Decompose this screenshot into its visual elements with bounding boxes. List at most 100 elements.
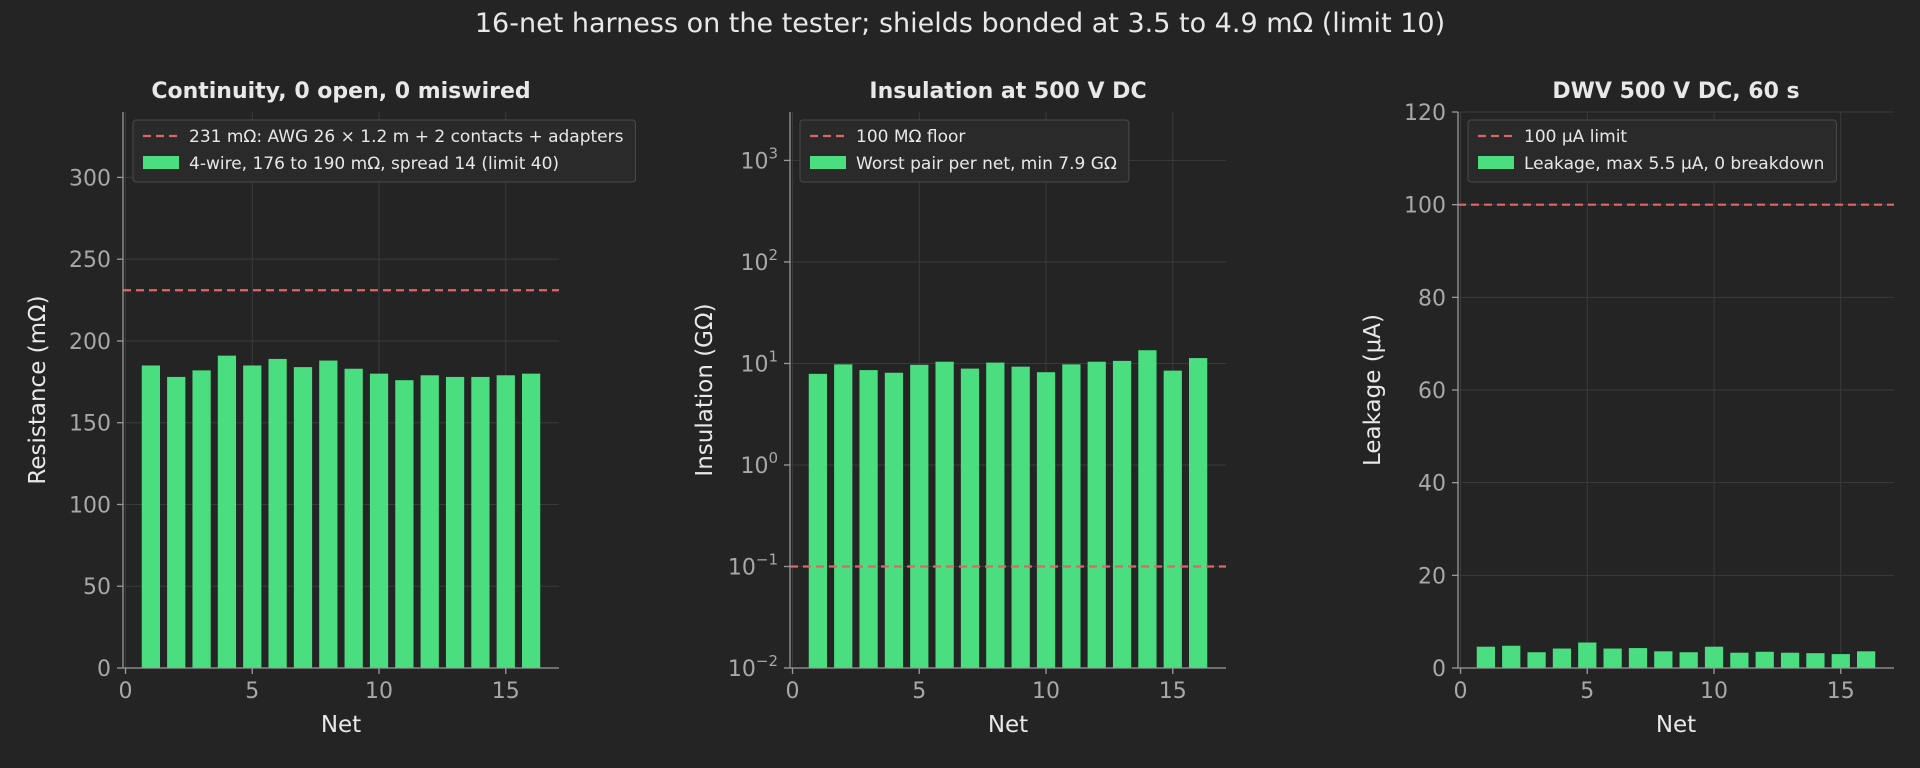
bar-net-3 — [192, 370, 211, 668]
x-tick-label: 0 — [1454, 679, 1468, 704]
chart-panel-3: 0 5 10 15 0 20 40 60 80 100 120 DWV 500 V DC, 60 s N… — [1360, 79, 1894, 738]
y-tick-label: 10−2 — [728, 652, 778, 682]
y-axis-label: Insulation (GΩ) — [692, 303, 718, 476]
bar-net-1 — [141, 365, 161, 668]
bar-net-3 — [859, 370, 878, 668]
bar-net-3 — [1527, 652, 1546, 668]
bar-net-10 — [369, 373, 389, 668]
y-tick-label: 200 — [69, 330, 111, 355]
bar-net-1 — [808, 373, 828, 668]
bar-net-6 — [268, 358, 287, 668]
bar-net-2 — [834, 364, 853, 668]
chart-title: Continuity, 0 open, 0 miswired — [151, 79, 530, 104]
legend-label: 231 mΩ: AWG 26 × 1.2 m + 2 contacts + ad… — [189, 127, 624, 147]
bar-net-10 — [1036, 372, 1056, 668]
x-tick-label: 10 — [365, 679, 393, 704]
bar-net-13 — [1112, 360, 1132, 668]
legend-box — [799, 119, 1130, 183]
legend-bar-swatch — [143, 156, 179, 169]
x-tick-label: 10 — [1700, 679, 1728, 704]
legend: 100 μA limit Leakage, max 5.5 μA, 0 break… — [1467, 119, 1837, 183]
bar-net-7 — [293, 367, 313, 668]
legend-label: Leakage, max 5.5 μA, 0 breakdown — [1524, 154, 1824, 174]
figure-title: 16-net harness on the tester; shields bo… — [474, 8, 1446, 39]
x-tick-label: 5 — [1580, 679, 1594, 704]
legend: 100 MΩ floor Worst pair per net, min 7.9 … — [799, 119, 1130, 183]
y-tick-label: 300 — [69, 166, 111, 191]
chart-title: DWV 500 V DC, 60 s — [1552, 79, 1799, 104]
legend-label: 100 μA limit — [1524, 127, 1627, 147]
x-tick-label: 15 — [492, 679, 520, 704]
legend-label: 100 MΩ floor — [856, 127, 965, 147]
y-tick-label: 100 — [740, 449, 778, 479]
legend-bar-swatch — [1478, 156, 1514, 169]
bar-net-13 — [445, 376, 465, 668]
y-tick-label: 100 — [1404, 194, 1446, 219]
x-tick-label: 10 — [1032, 679, 1060, 704]
bar-net-10 — [1704, 646, 1724, 668]
bar-net-8 — [986, 362, 1005, 668]
bar-net-12 — [1087, 361, 1106, 668]
bar-net-8 — [319, 360, 338, 668]
bar-net-7 — [960, 368, 980, 668]
bar-net-16 — [1856, 651, 1876, 668]
bar-net-1 — [1476, 646, 1496, 668]
bar-net-4 — [1552, 648, 1572, 668]
x-tick-label: 15 — [1159, 679, 1187, 704]
y-tick-label: 103 — [740, 144, 778, 174]
bar-net-8 — [1654, 651, 1673, 668]
x-tick-label: 0 — [786, 679, 800, 704]
bar-net-16 — [521, 373, 541, 668]
chart-title: Insulation at 500 V DC — [869, 79, 1146, 104]
chart-panel-2: 0 5 10 15 10−2 10−1 100 101 102 103 Insulation at … — [692, 79, 1226, 738]
y-tick-label: 150 — [69, 412, 111, 437]
y-tick-label: 0 — [1432, 657, 1446, 682]
bar-net-9 — [1011, 366, 1030, 668]
bar-net-14 — [1138, 350, 1157, 668]
bar-net-6 — [1603, 648, 1622, 668]
y-tick-label: 50 — [83, 575, 111, 600]
bar-net-5 — [910, 364, 929, 668]
y-tick-label: 10−1 — [728, 550, 778, 580]
bar-net-2 — [167, 376, 186, 668]
bar-net-2 — [1502, 645, 1521, 668]
x-axis-label: Net — [1656, 712, 1696, 738]
y-tick-label: 40 — [1418, 472, 1446, 497]
y-tick-label: 120 — [1404, 101, 1446, 126]
bar-net-6 — [935, 361, 954, 668]
legend-label: Worst pair per net, min 7.9 GΩ — [856, 154, 1117, 174]
legend: 231 mΩ: AWG 26 × 1.2 m + 2 contacts + ad… — [132, 119, 636, 183]
y-tick-label: 102 — [740, 246, 778, 276]
x-tick-label: 0 — [119, 679, 133, 704]
y-tick-label: 0 — [97, 657, 111, 682]
bar-net-5 — [1578, 642, 1597, 668]
bar-net-4 — [884, 372, 904, 668]
bar-net-11 — [1730, 652, 1749, 668]
bar-net-15 — [1163, 370, 1182, 668]
y-tick-label: 100 — [69, 493, 111, 518]
legend-box — [132, 119, 636, 183]
bar-net-9 — [1679, 652, 1698, 668]
y-tick-label: 60 — [1418, 379, 1446, 404]
bar-net-9 — [344, 368, 363, 668]
bar-net-5 — [243, 365, 262, 668]
bar-net-11 — [395, 380, 414, 668]
bar-net-13 — [1780, 652, 1800, 668]
bar-net-11 — [1062, 364, 1081, 668]
bar-net-7 — [1628, 648, 1648, 668]
y-tick-label: 101 — [740, 347, 778, 377]
bar-net-12 — [1755, 651, 1774, 668]
legend-box — [1467, 119, 1837, 183]
legend-label: 4-wire, 176 to 190 mΩ, spread 14 (limit … — [189, 154, 559, 174]
x-axis-label: Net — [988, 712, 1028, 738]
bar-net-12 — [420, 375, 439, 668]
y-axis-label: Resistance (mΩ) — [25, 295, 51, 484]
bar-net-16 — [1188, 358, 1208, 668]
y-tick-label: 250 — [69, 248, 111, 273]
bar-net-14 — [471, 376, 490, 668]
bar-net-15 — [1831, 654, 1850, 668]
x-tick-label: 15 — [1827, 679, 1855, 704]
x-tick-label: 5 — [912, 679, 926, 704]
y-tick-label: 80 — [1418, 286, 1446, 311]
